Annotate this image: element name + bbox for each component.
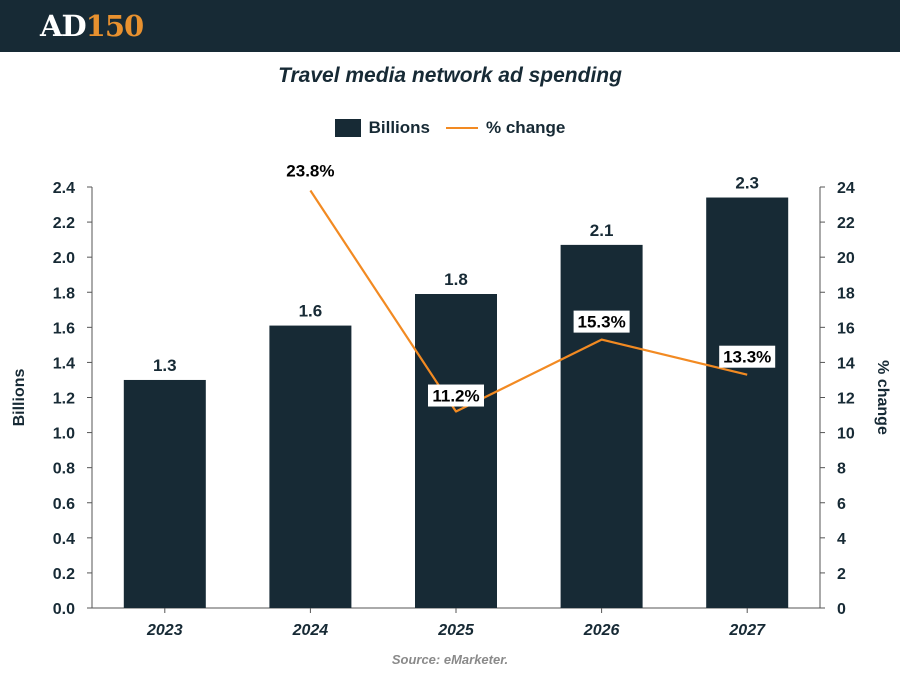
y-axis-title-left: Billions [11,369,28,427]
y-tick-label-right: 12 [837,391,855,408]
legend-line-swatch [446,127,479,129]
y-tick-label-right: 4 [837,531,846,548]
y-tick-label-right: 14 [837,355,855,372]
chart-legend: Billions % change [0,118,900,138]
logo-text-ad: AD [40,9,87,43]
legend-item-percent-change: % change [446,118,565,138]
y-tick-label-left: 1.0 [53,426,75,443]
y-tick-label-left: 1.8 [53,285,75,302]
bar-2024 [269,325,352,608]
y-tick-label-right: 22 [837,215,855,232]
bar-2025 [415,294,497,608]
y-tick-label-right: 18 [837,285,855,302]
y-tick-label-left: 0.8 [53,461,75,478]
y-tick-label-right: 2 [837,566,846,583]
y-tick-label-right: 24 [837,180,855,197]
y-tick-label-left: 0.4 [53,531,75,548]
line-value-label: 11.2% [432,387,479,406]
x-tick-label: 2026 [583,622,620,639]
line-value-label: 23.8% [286,162,334,181]
legend-label-percent-change: % change [486,118,566,137]
y-tick-label-left: 0.0 [53,601,75,618]
bar-2026 [560,244,643,608]
line-label-background [573,310,630,333]
source-note: Source: eMarketer. [391,652,509,667]
y-tick-label-right: 6 [837,496,846,513]
bar-2027 [706,197,789,608]
y-tick-label-left: 0.2 [53,566,75,583]
y-axis-title-right: % change [874,360,891,435]
y-tick-label-right: 10 [837,426,855,443]
line-percent-change [309,189,748,413]
line-label-background [282,159,339,182]
bar-value-label: 2.1 [590,221,614,240]
bar-2023 [123,379,206,608]
y-tick-label-left: 0.6 [53,496,75,513]
bar-value-label: 1.3 [153,356,177,375]
line-value-label: 15.3% [577,313,625,332]
x-tick-label: 2025 [437,622,475,639]
bar-value-label: 2.3 [735,174,759,193]
legend-label-billions: Billions [368,118,431,137]
chart-title: Travel media network ad spending [278,64,622,87]
logo-text-150: 150 [85,9,145,43]
line-label-background [428,384,484,407]
brand-logo: AD150 [40,9,145,43]
bar-value-label: 1.8 [444,270,468,289]
header-bar: AD150 [0,0,900,52]
line-value-label: 13.3% [723,348,771,367]
x-tick-label: 2023 [146,622,183,639]
y-tick-label-left: 1.2 [53,391,75,408]
x-tick-label: 2024 [292,622,329,639]
y-tick-label-right: 0 [837,601,846,618]
line-label-background [719,345,776,368]
y-tick-label-left: 1.4 [53,355,75,372]
bar-value-label: 1.6 [299,302,323,321]
legend-bar-swatch [334,119,361,137]
y-tick-label-right: 20 [837,250,855,267]
legend-item-billions: Billions [334,118,431,138]
y-tick-label-right: 16 [837,320,855,337]
y-tick-label-left: 2.4 [53,180,75,197]
x-tick-label: 2027 [728,622,766,639]
y-tick-label-left: 1.6 [53,320,75,337]
y-tick-label-left: 2.2 [53,215,75,232]
y-tick-label-left: 2.0 [53,250,75,267]
y-tick-label-right: 8 [837,461,846,478]
